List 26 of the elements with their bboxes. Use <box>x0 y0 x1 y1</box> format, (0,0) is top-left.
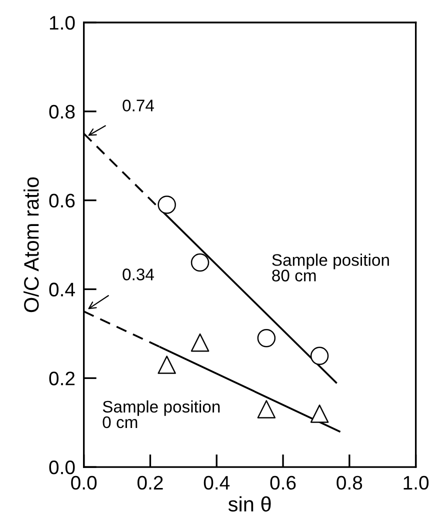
x-tick-label: 1.0 <box>404 476 429 490</box>
y-tick-label: 0.8 <box>49 104 75 119</box>
annotation: Sample position 80 cm <box>272 254 389 282</box>
point <box>158 356 176 374</box>
y-tick-label: 0.0 <box>49 460 75 474</box>
point <box>257 328 276 348</box>
point <box>158 196 176 214</box>
y-tick-label: 0.4 <box>49 282 75 296</box>
x-tick-label: 0.8 <box>336 476 362 490</box>
y-tick-label: 0.6 <box>49 194 75 208</box>
point <box>310 404 329 423</box>
x-tick-label: 0.0 <box>71 476 97 490</box>
point <box>190 333 210 352</box>
point <box>190 253 210 272</box>
annotation: 0.34 <box>122 268 154 280</box>
y-axis-title: O/C Atom ratio <box>24 177 39 312</box>
x-tick-label: 0.2 <box>137 476 163 490</box>
annotation: Sample position 0 cm <box>102 400 220 428</box>
y-tick-label: 1.0 <box>50 16 75 30</box>
annotation: 0.74 <box>122 100 154 112</box>
point <box>310 346 329 366</box>
x-tick-label: 0.6 <box>270 476 296 490</box>
x-tick-label: 0.4 <box>204 476 230 490</box>
y-tick-label: 0.2 <box>49 372 75 386</box>
point <box>257 400 276 418</box>
x-axis-title: sin θ <box>228 496 271 512</box>
